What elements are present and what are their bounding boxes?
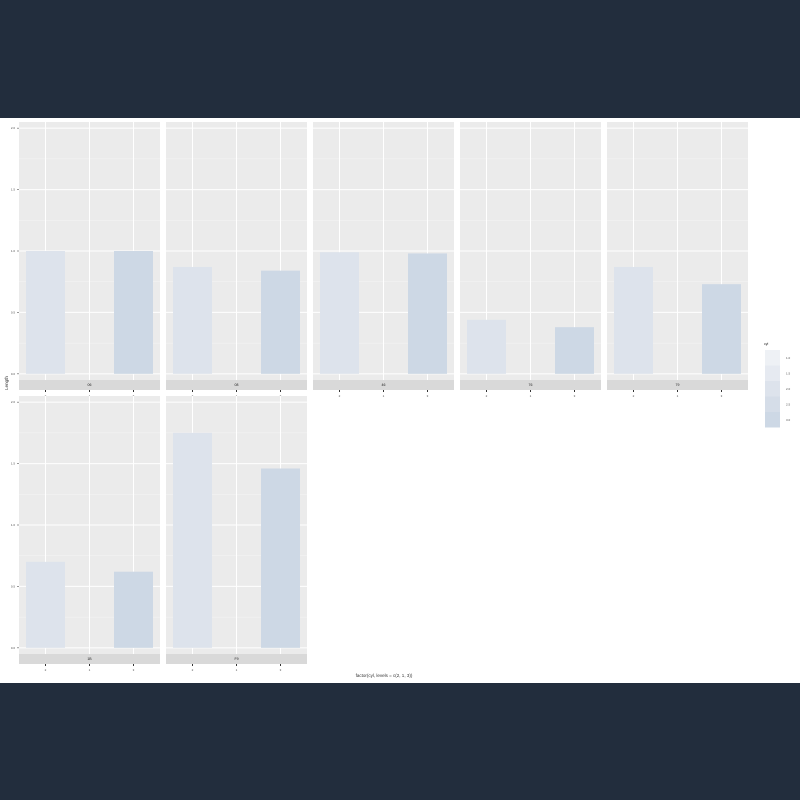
x-tick-label: 2 xyxy=(339,394,341,398)
x-tick-label: 3 xyxy=(574,394,576,398)
bar xyxy=(702,284,741,374)
x-tick-label: 1 xyxy=(383,394,385,398)
bar xyxy=(320,252,359,374)
facet-strip-label: 1B xyxy=(87,657,92,661)
facet-strip-label: 79 xyxy=(676,383,680,387)
facet-strip-label: 08 xyxy=(235,383,239,387)
y-axis-title: Length xyxy=(4,376,9,390)
x-tick-label: 1 xyxy=(530,394,532,398)
y-tick-label: 1.5 xyxy=(11,462,16,466)
legend-swatch xyxy=(765,350,780,366)
legend: cyl 1.0 1.5 2.0 2.5 3.0 xyxy=(764,342,791,428)
facet-strip-label: 76 xyxy=(529,383,533,387)
y-tick-label: 1.0 xyxy=(11,249,16,253)
bar xyxy=(408,253,447,374)
facet-panel: 0.00.51.01.52.006213 xyxy=(11,122,160,398)
legend-swatch xyxy=(765,412,780,428)
bar xyxy=(173,266,212,374)
legend-label: 1.0 xyxy=(786,356,791,360)
bar xyxy=(555,327,594,374)
y-tick-label: 0.0 xyxy=(11,372,16,376)
facet-panel: 46 2 1 3 xyxy=(313,122,454,398)
facet-strip xyxy=(313,380,454,390)
facet-strip-label: 46 xyxy=(382,383,386,387)
x-tick-label: 2 xyxy=(192,668,194,672)
facet-strip-label: F9 xyxy=(234,657,238,661)
x-tick-label: 2 xyxy=(633,394,635,398)
bar xyxy=(173,432,212,648)
facet-strip xyxy=(607,380,748,390)
x-tick-label: 3 xyxy=(427,394,429,398)
y-tick-label: 1.0 xyxy=(11,523,16,527)
legend-title: cyl xyxy=(764,342,769,346)
legend-swatch xyxy=(765,381,780,397)
bar xyxy=(26,251,65,374)
facet-panel: 08213 xyxy=(166,122,307,398)
facet-strip xyxy=(460,380,601,390)
facet-panels: 0.00.51.01.52.00621308213462137621379213… xyxy=(11,122,748,672)
bar xyxy=(261,468,300,648)
x-tick-label: 3 xyxy=(133,668,135,672)
x-tick-label: 3 xyxy=(280,668,282,672)
x-axis-title: factor(cyl, levels = c(2, 1, 3)) xyxy=(356,673,413,678)
facet-strip-label: 06 xyxy=(88,383,92,387)
y-tick-label: 2.0 xyxy=(11,126,16,130)
legend-label: 2.0 xyxy=(786,387,791,391)
facet-panel: F9 2 1 3 xyxy=(166,396,307,672)
bar xyxy=(114,251,153,374)
x-tick-label: 1 xyxy=(677,394,679,398)
facet-panel: 79 2 1 3 xyxy=(607,122,748,398)
bar xyxy=(26,561,65,648)
y-tick-label: 0.0 xyxy=(11,646,16,650)
x-tick-label: 2 xyxy=(486,394,488,398)
facet-panel: 76 2 1 3 xyxy=(460,122,601,398)
faceted-bar-chart: 0.00.51.01.52.00621308213462137621379213… xyxy=(4,122,791,678)
y-tick-label: 0.5 xyxy=(11,584,16,588)
facet-strip xyxy=(166,654,307,664)
bar xyxy=(114,571,153,648)
legend-label: 1.5 xyxy=(786,371,791,375)
facet-strip xyxy=(166,380,307,390)
legend-swatch xyxy=(765,365,780,381)
x-tick-label: 3 xyxy=(721,394,723,398)
bar xyxy=(467,319,506,374)
y-tick-label: 1.5 xyxy=(11,188,16,192)
bar xyxy=(261,270,300,374)
bar xyxy=(614,266,653,374)
legend-label: 2.5 xyxy=(786,402,791,406)
y-tick-label: 2.0 xyxy=(11,400,16,404)
legend-swatch xyxy=(765,396,780,412)
x-tick-label: 1 xyxy=(236,668,238,672)
y-tick-label: 0.5 xyxy=(11,310,16,314)
x-tick-label: 2 xyxy=(45,668,47,672)
facet-strip xyxy=(19,380,160,390)
chart-figure: 0.00.51.01.52.00621308213462137621379213… xyxy=(0,118,800,683)
legend-label: 3.0 xyxy=(786,418,791,422)
facet-panel: 0.0 0.5 1.0 1.5 2.0 1B 2 1 3 xyxy=(11,396,160,672)
x-tick-label: 1 xyxy=(89,668,91,672)
facet-strip xyxy=(19,654,160,664)
